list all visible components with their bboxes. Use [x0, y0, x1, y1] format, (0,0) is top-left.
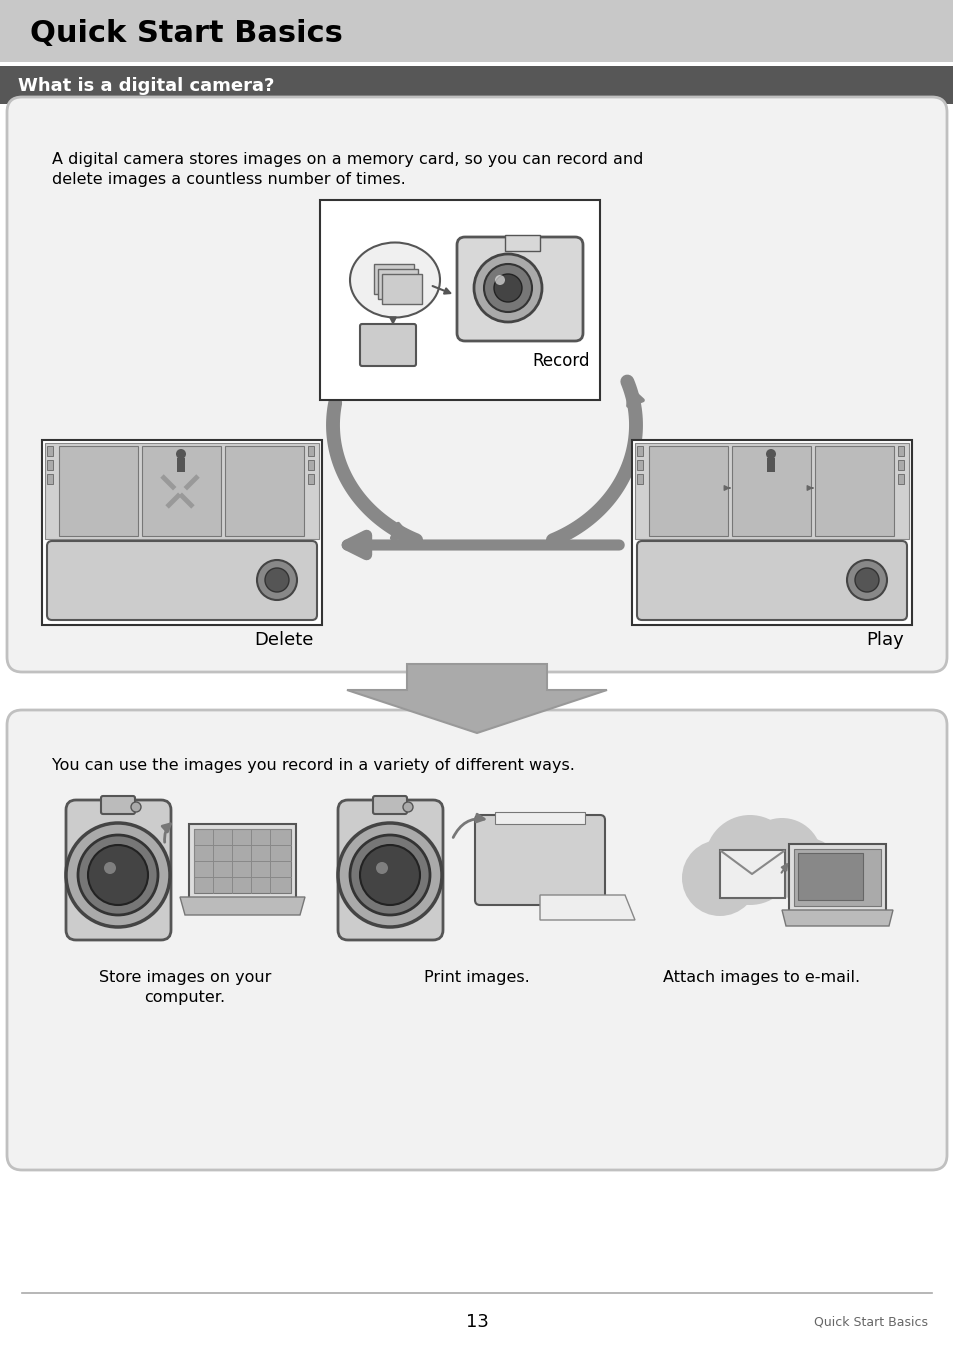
Text: Print images.: Print images. — [424, 970, 529, 985]
Bar — [631, 440, 911, 626]
Circle shape — [846, 560, 886, 600]
FancyBboxPatch shape — [47, 541, 316, 620]
FancyBboxPatch shape — [456, 237, 582, 341]
Bar — [635, 442, 908, 539]
Bar — [47, 460, 53, 470]
Circle shape — [775, 839, 840, 902]
Bar — [495, 811, 584, 824]
Text: delete images a countless number of times.: delete images a countless number of time… — [52, 172, 405, 187]
Polygon shape — [180, 897, 305, 915]
Bar — [814, 446, 893, 536]
Bar — [766, 459, 774, 472]
FancyBboxPatch shape — [7, 96, 946, 672]
Circle shape — [789, 862, 845, 917]
Bar — [731, 446, 810, 536]
Bar — [308, 474, 314, 484]
Bar — [0, 0, 953, 62]
Circle shape — [495, 275, 504, 285]
FancyBboxPatch shape — [377, 269, 417, 299]
Circle shape — [704, 816, 794, 905]
Bar — [897, 460, 903, 470]
Circle shape — [337, 822, 441, 927]
Circle shape — [474, 254, 541, 322]
Text: Quick Start Basics: Quick Start Basics — [813, 1315, 927, 1329]
Circle shape — [350, 835, 430, 915]
Bar — [142, 446, 221, 536]
Bar — [797, 854, 862, 900]
Bar — [637, 474, 642, 484]
Bar — [59, 446, 138, 536]
Polygon shape — [347, 664, 606, 733]
FancyBboxPatch shape — [637, 541, 906, 620]
FancyBboxPatch shape — [381, 274, 421, 304]
Bar — [637, 460, 642, 470]
FancyBboxPatch shape — [359, 324, 416, 366]
Bar — [504, 235, 539, 251]
Polygon shape — [781, 911, 892, 925]
Circle shape — [854, 569, 878, 592]
Circle shape — [375, 862, 388, 874]
Circle shape — [483, 265, 532, 312]
Bar — [720, 849, 784, 898]
Text: A digital camera stores images on a memory card, so you can record and: A digital camera stores images on a memo… — [52, 152, 642, 167]
Bar — [47, 446, 53, 456]
FancyBboxPatch shape — [373, 797, 407, 814]
Circle shape — [131, 802, 141, 811]
Text: Play: Play — [865, 631, 903, 649]
Circle shape — [66, 822, 170, 927]
Text: computer.: computer. — [144, 991, 225, 1006]
Text: 13: 13 — [465, 1314, 488, 1331]
Bar — [193, 829, 291, 893]
Bar — [897, 446, 903, 456]
Bar — [897, 474, 903, 484]
Text: Delete: Delete — [254, 631, 314, 649]
Circle shape — [104, 862, 116, 874]
Bar — [47, 474, 53, 484]
Bar — [177, 459, 185, 472]
Circle shape — [494, 274, 521, 303]
Circle shape — [402, 802, 413, 811]
Text: You can use the images you record in a variety of different ways.: You can use the images you record in a v… — [52, 759, 575, 773]
Bar — [0, 66, 953, 104]
FancyBboxPatch shape — [189, 824, 295, 898]
Bar — [225, 446, 304, 536]
Bar — [793, 849, 880, 906]
Circle shape — [88, 845, 148, 905]
Circle shape — [359, 845, 419, 905]
FancyBboxPatch shape — [66, 801, 171, 940]
Text: Record: Record — [532, 351, 589, 370]
FancyBboxPatch shape — [475, 816, 604, 905]
Circle shape — [175, 449, 186, 459]
Circle shape — [681, 840, 758, 916]
Bar — [42, 440, 322, 626]
Text: Quick Start Basics: Quick Start Basics — [30, 19, 342, 49]
Circle shape — [765, 449, 775, 459]
Text: What is a digital camera?: What is a digital camera? — [18, 77, 274, 95]
Circle shape — [741, 818, 821, 898]
Text: Store images on your: Store images on your — [99, 970, 271, 985]
FancyBboxPatch shape — [337, 801, 442, 940]
Bar — [308, 446, 314, 456]
Circle shape — [265, 569, 289, 592]
FancyBboxPatch shape — [788, 844, 885, 911]
FancyBboxPatch shape — [374, 265, 414, 294]
FancyBboxPatch shape — [101, 797, 135, 814]
Bar — [648, 446, 727, 536]
Polygon shape — [539, 896, 635, 920]
Bar — [45, 442, 318, 539]
FancyBboxPatch shape — [7, 710, 946, 1170]
Ellipse shape — [350, 243, 439, 318]
Bar — [319, 199, 599, 400]
Bar — [637, 446, 642, 456]
Text: Attach images to e-mail.: Attach images to e-mail. — [662, 970, 860, 985]
Circle shape — [256, 560, 296, 600]
Circle shape — [78, 835, 158, 915]
Bar — [308, 460, 314, 470]
